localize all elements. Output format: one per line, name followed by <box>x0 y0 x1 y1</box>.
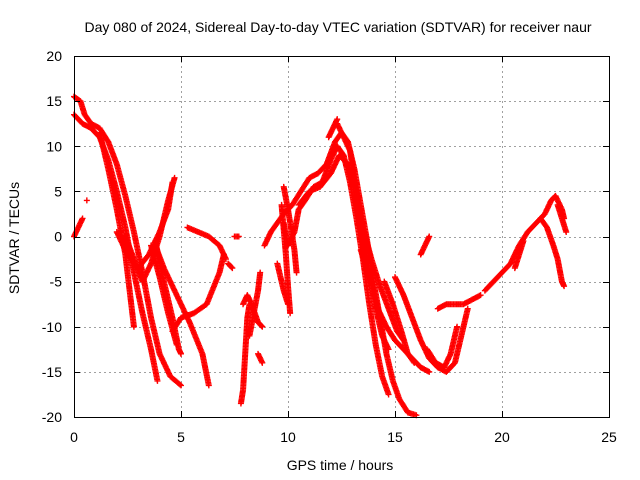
chart-title: Day 080 of 2024, Sidereal Day-to-day VTE… <box>84 19 591 35</box>
y-tick-label: 20 <box>46 48 62 64</box>
x-tick-label: 5 <box>177 429 185 445</box>
data-series <box>71 93 570 419</box>
data-point <box>169 179 176 186</box>
series-track-af <box>554 201 570 235</box>
series-track-q <box>255 350 266 366</box>
data-point <box>258 322 265 329</box>
series-track-ac <box>434 292 484 312</box>
data-point <box>287 310 294 317</box>
data-point <box>561 283 568 290</box>
y-tick-label: -5 <box>50 274 63 290</box>
data-point <box>235 233 242 240</box>
data-point <box>426 368 433 375</box>
data-point <box>426 233 433 240</box>
series-track-p <box>246 269 264 339</box>
data-point <box>411 359 418 366</box>
data-point <box>334 116 341 123</box>
y-tick-label: 5 <box>54 183 62 199</box>
data-point <box>477 292 484 299</box>
y-tick-label: 0 <box>54 229 62 245</box>
series-track-aj <box>325 116 341 141</box>
data-point <box>178 350 184 357</box>
series-track-ad <box>481 192 568 294</box>
series-track-d <box>71 215 86 240</box>
data-point <box>228 264 235 271</box>
series-track-k <box>184 224 229 263</box>
series-track-z <box>381 278 418 366</box>
series-track-ag <box>511 238 527 272</box>
series-track-ae <box>537 215 568 290</box>
grid <box>74 56 609 417</box>
data-point <box>171 174 178 181</box>
data-point <box>385 346 392 353</box>
data-point <box>410 358 417 365</box>
x-tick-label: 15 <box>387 429 403 445</box>
data-point <box>178 382 184 389</box>
data-point <box>222 256 229 263</box>
y-tick-label: -10 <box>42 319 62 335</box>
axis-ticks <box>74 56 610 418</box>
data-point <box>257 269 264 276</box>
series-track-j <box>169 251 227 335</box>
series-track-l <box>225 260 236 272</box>
data-point <box>454 323 461 330</box>
y-tick-label: 10 <box>46 138 62 154</box>
data-point <box>173 341 180 348</box>
data-point <box>285 301 291 308</box>
data-point <box>385 391 392 398</box>
series-track-b <box>71 111 161 384</box>
data-point <box>259 323 266 330</box>
data-point <box>520 238 527 245</box>
y-tick-label: -20 <box>42 409 62 425</box>
x-axis-label: GPS time / hours <box>287 457 394 473</box>
data-point <box>205 382 212 389</box>
y-tick-label: 15 <box>46 93 62 109</box>
data-point <box>130 323 137 330</box>
axis-tick-labels: 0 5 10 15 20 25 -20 -15 -10 -5 0 5 10 15 20 <box>42 48 617 445</box>
data-point <box>154 377 161 384</box>
x-tick-label: 25 <box>601 429 617 445</box>
data-point <box>176 381 183 388</box>
x-tick-label: 0 <box>70 429 78 445</box>
series-track-ah <box>83 197 90 204</box>
data-point <box>563 228 570 235</box>
x-tick-label: 10 <box>280 429 296 445</box>
series-track-n <box>237 301 253 407</box>
data-point <box>83 197 90 204</box>
series-track-t <box>274 260 291 308</box>
series-track-ab <box>424 323 461 371</box>
y-axis-label: SDTVAR / TECUs <box>6 182 22 294</box>
data-point <box>79 215 86 222</box>
data-point <box>259 359 266 366</box>
y-tick-label: -15 <box>42 364 62 380</box>
x-tick-label: 20 <box>494 429 510 445</box>
series-track-v <box>295 152 407 344</box>
series-track-ai <box>280 183 300 276</box>
data-point <box>229 265 236 272</box>
series-track-aa <box>417 233 433 258</box>
series-track-i <box>148 242 180 348</box>
data-point <box>464 305 471 312</box>
data-point <box>293 269 300 276</box>
series-track-m <box>231 233 242 240</box>
